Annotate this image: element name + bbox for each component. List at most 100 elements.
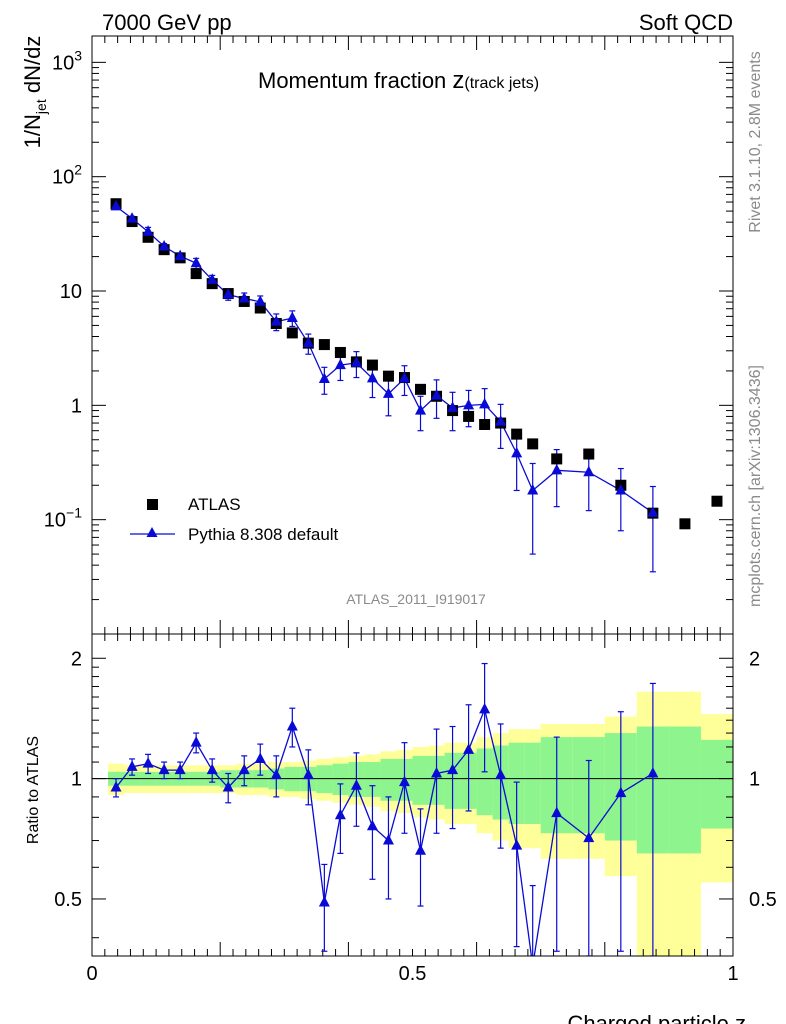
ratio-mc-point: [254, 752, 266, 763]
pythia-mc-point: [463, 398, 475, 410]
pythia-mc-point: [479, 397, 491, 409]
atlas-data-point: [318, 339, 330, 351]
main-mc-line: [115, 205, 654, 514]
main-mc-errorbar-group: [113, 203, 656, 573]
atlas-data-point: [527, 438, 539, 450]
ratio-y-tick-label-right: 1: [749, 769, 760, 791]
pythia-mc-point: [110, 199, 122, 211]
main-title: Momentum fraction z(track jets): [258, 67, 539, 94]
pythia-mc-point: [527, 483, 539, 495]
atlas-data-point: [142, 231, 154, 243]
atlas-data-point: [334, 346, 346, 358]
ratio-y-tick-label: 0.5: [54, 889, 82, 911]
main-title-variable: z: [452, 67, 464, 94]
main-y-tick-label: 103: [52, 47, 82, 74]
main-title-text: Momentum fraction: [258, 68, 452, 93]
main-y-tick-label: 1: [71, 395, 82, 417]
ratio-mc-point: [142, 757, 154, 768]
pythia-mc-point: [583, 465, 595, 477]
atlas-data-point: [254, 302, 266, 314]
atlas-data-point: [511, 428, 523, 440]
ratio-axis-ticks: [91, 634, 734, 956]
x-tick-label: 0: [86, 963, 97, 985]
ratio-mc-point: [318, 895, 330, 907]
ratio-mc-point: [174, 763, 186, 775]
legend-mc-marker: [146, 527, 158, 537]
ratio-y-tick-label: 2: [71, 648, 82, 670]
ratio-mc-point: [615, 786, 627, 798]
pythia-mc-point: [238, 291, 250, 303]
ratio-mc-point: [647, 766, 659, 778]
pythia-mc-point: [206, 273, 218, 284]
pythia-mc-point: [615, 483, 627, 495]
energy-label: 7000 GeV pp: [102, 10, 232, 35]
atlas-data-point: [190, 268, 202, 280]
analysis-id-label: ATLAS_2011_I919017: [346, 591, 486, 607]
pythia-mc-point: [398, 371, 410, 383]
y-label-subscript: jet: [33, 99, 49, 115]
x-tick-labels: 0 0.5 1: [86, 963, 738, 985]
pythia-mc-point: [366, 371, 378, 383]
ratio-mc-point: [158, 763, 170, 775]
ratio-mc-point: [270, 768, 282, 780]
y-label-main: 1/N: [20, 114, 45, 148]
ratio-inner-band: [412, 755, 429, 805]
pythia-mc-point: [174, 249, 186, 261]
atlas-data-point: [711, 495, 723, 507]
atlas-data-point: [463, 410, 475, 422]
pythia-mc-point: [647, 506, 659, 517]
pythia-mc-point: [511, 446, 523, 458]
pythia-mc-point: [222, 288, 234, 299]
pythia-mc-point: [495, 415, 507, 426]
ratio-y-tick-label: 1: [71, 769, 82, 791]
ratio-y-tick-label-right: 0.5: [749, 889, 777, 911]
legend-mc-label: Pythia 8.308 default: [188, 525, 339, 544]
main-y-tick-label: 10−1: [44, 505, 82, 532]
pythia-mc-point: [190, 256, 202, 268]
source-label: mcplots.cern.ch [arXiv:1306.3436]: [747, 365, 764, 607]
ratio-mc-point: [126, 760, 138, 771]
pythia-mc-point: [318, 372, 330, 383]
ratio-mc-point: [479, 702, 491, 714]
ratio-inner-band: [364, 762, 381, 797]
ratio-inner-band: [332, 763, 349, 795]
ratio-mc-clipped: [110, 662, 659, 956]
ratio-mc-point: [302, 768, 314, 780]
x-tick-label: 0.5: [399, 963, 427, 985]
ratio-inner-band: [316, 765, 333, 794]
main-mc-line-group: [115, 205, 654, 514]
main-data-group: [110, 198, 723, 530]
legend-data-marker: [147, 499, 158, 510]
ratio-y-tick-label-right: 2: [749, 648, 760, 670]
main-y-tick-label: 102: [52, 162, 82, 189]
ratio-mc-point: [238, 763, 250, 775]
ratio-mc-point: [463, 743, 475, 754]
ratio-mc-point: [511, 839, 523, 850]
y-label-rest: dN/dz: [20, 36, 45, 100]
ratio-inner-band: [668, 726, 701, 854]
ratio-mc-point: [110, 781, 122, 792]
ratio-inner-band: [380, 758, 397, 801]
rivet-version-label: Rivet 3.1.10, 2.8M events: [747, 51, 764, 232]
pythia-mc-point: [270, 315, 282, 326]
atlas-data-point: [679, 518, 691, 530]
ratio-mc-point: [447, 763, 459, 775]
atlas-data-point: [382, 370, 394, 382]
pythia-mc-point: [142, 225, 154, 236]
ratio-mc-point: [350, 779, 362, 790]
ratio-mc-point: [206, 763, 218, 775]
ratio-inner-band: [524, 742, 541, 824]
atlas-data-point: [479, 418, 491, 430]
atlas-data-point: [366, 359, 378, 371]
pythia-mc-point: [551, 463, 563, 475]
atlas-data-point: [415, 383, 427, 395]
atlas-data-point: [551, 453, 563, 465]
pythia-mc-point: [350, 356, 362, 367]
main-y-tick-label: 10: [60, 281, 82, 303]
ratio-mc-point: [415, 844, 427, 855]
main-mc-marker-group: [110, 199, 659, 517]
ratio-inner-band: [476, 748, 493, 816]
ratio-mc-group: [110, 662, 659, 956]
